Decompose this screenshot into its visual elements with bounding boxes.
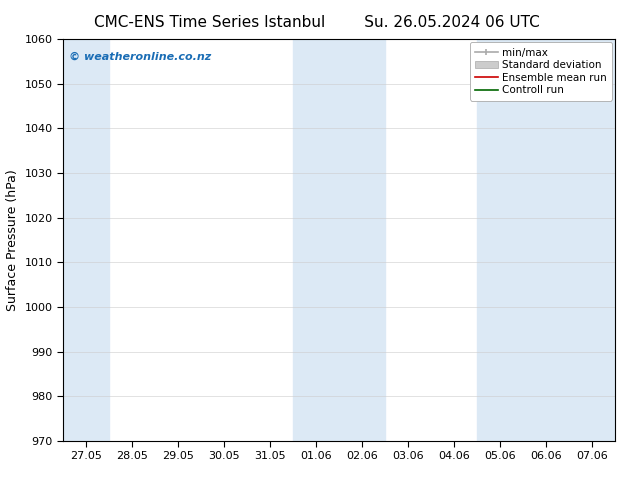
Bar: [477, 39, 615, 441]
Legend: min/max, Standard deviation, Ensemble mean run, Controll run: min/max, Standard deviation, Ensemble me…: [470, 42, 612, 100]
Bar: [63, 39, 110, 441]
Bar: [293, 39, 385, 441]
Text: © weatheronline.co.nz: © weatheronline.co.nz: [69, 51, 211, 61]
Y-axis label: Surface Pressure (hPa): Surface Pressure (hPa): [6, 169, 19, 311]
Text: CMC-ENS Time Series Istanbul        Su. 26.05.2024 06 UTC: CMC-ENS Time Series Istanbul Su. 26.05.2…: [94, 15, 540, 30]
